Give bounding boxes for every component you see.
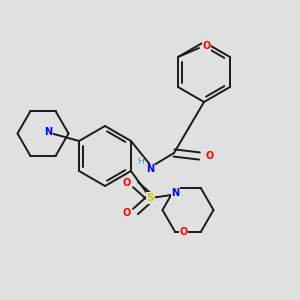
Text: S: S: [146, 193, 154, 203]
Text: O: O: [179, 227, 188, 237]
Text: H: H: [138, 158, 144, 166]
Text: O: O: [206, 151, 214, 161]
Text: N: N: [146, 164, 154, 175]
Text: O: O: [202, 41, 211, 52]
Text: O: O: [123, 178, 131, 188]
Text: N: N: [171, 188, 179, 198]
Text: O: O: [123, 208, 131, 218]
Text: N: N: [44, 127, 52, 137]
